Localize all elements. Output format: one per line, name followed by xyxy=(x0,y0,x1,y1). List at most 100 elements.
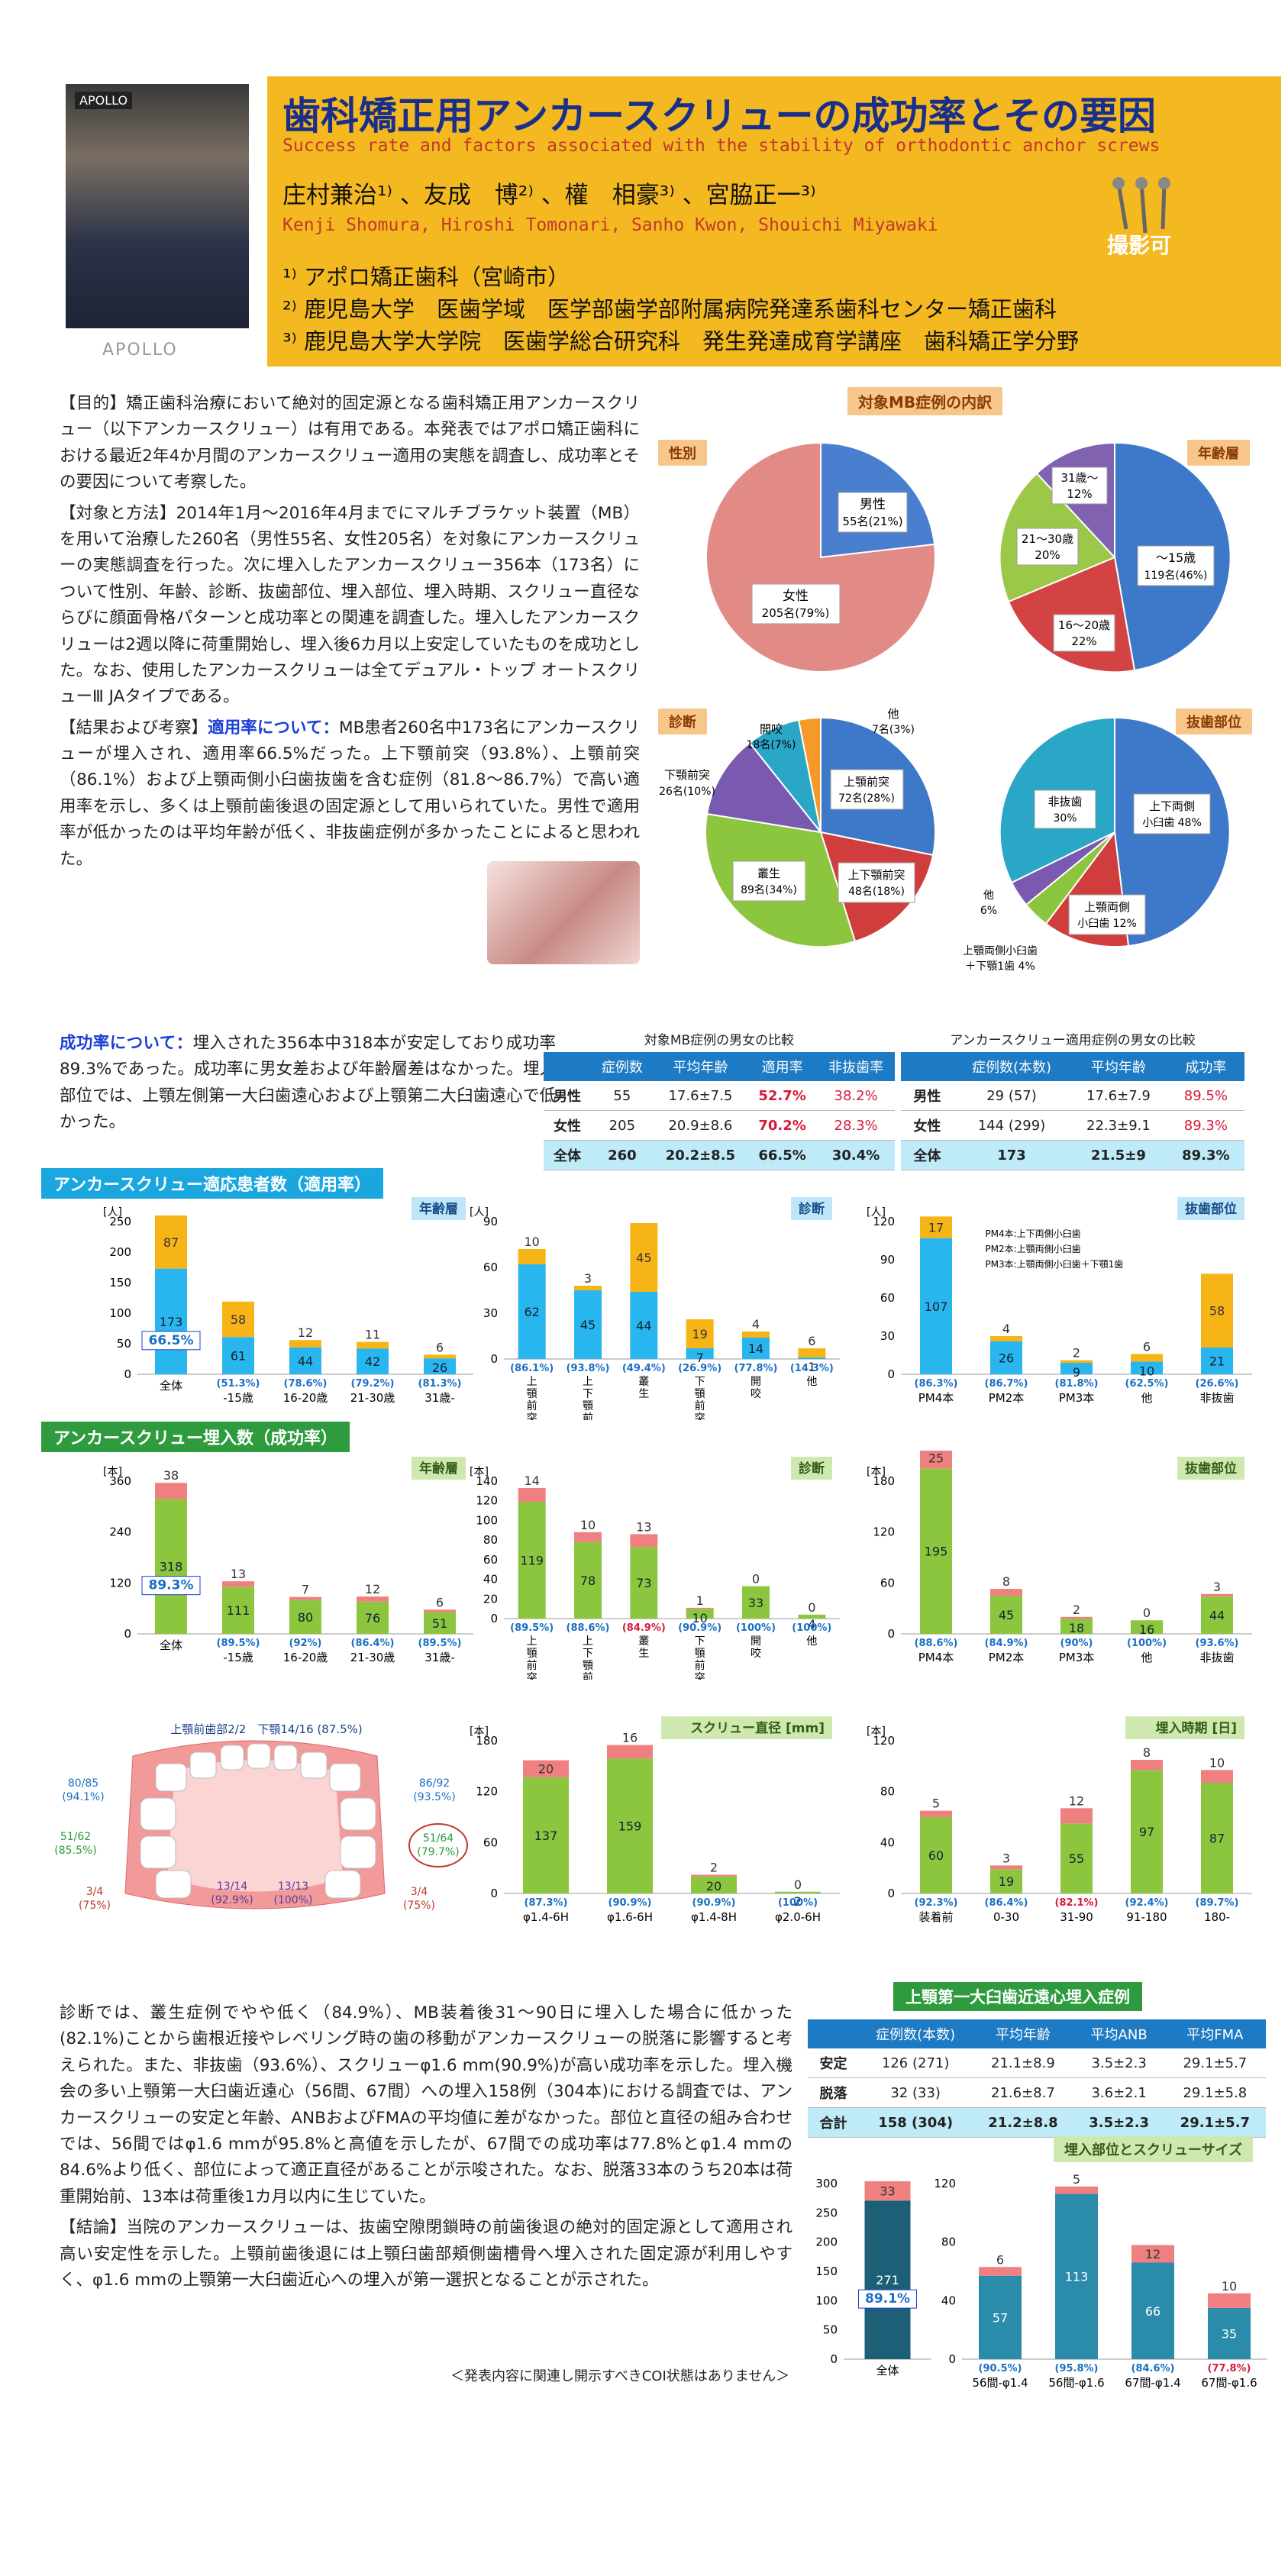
pie-ext-a-t: 上下両側 xyxy=(1149,799,1195,813)
results-body: MB患者260名中173名にアンカースクリューが埋入され、適用率66.5%だった… xyxy=(60,718,640,869)
bar-failure xyxy=(1060,1616,1093,1619)
table-row: 安定 126 (271) 21.1±8.9 3.5±2.3 29.1±5.7 xyxy=(808,2048,1266,2078)
y-tick-label: 120 xyxy=(109,1576,131,1590)
discussion-text: 診断では、叢生症例でやや低く（84.9%）、MB装着後31～90日に埋入した場合… xyxy=(60,2000,792,2298)
bar-top-value: 6 xyxy=(436,1340,444,1354)
rate-label: (100%) xyxy=(792,1622,831,1634)
bar-success xyxy=(518,1502,546,1619)
header-panel: 歯科矯正用アンカースクリューの成功率とその要因 Success rate and… xyxy=(267,76,1281,366)
rate-label: (90.9%) xyxy=(608,1897,652,1909)
bar-failure xyxy=(1060,1808,1093,1824)
table-cell: 女性 xyxy=(901,1110,954,1141)
pie-diag-a-v: 72名(28%) xyxy=(838,792,895,805)
presenter-photo xyxy=(66,84,249,328)
bar-success xyxy=(798,1357,826,1359)
pie-age-d: 31歳～ xyxy=(1060,471,1098,485)
chart-applied-age: 250 200 150 100 50 0 [人] 年齢層 173 87 66.5% 全体 61 58 (51… xyxy=(103,1197,473,1405)
x-tick-label: 前 xyxy=(527,1659,537,1672)
table-cell: 男性 xyxy=(544,1081,591,1111)
bar-failure xyxy=(574,1286,602,1290)
bar-value: 137 xyxy=(534,1829,558,1843)
bar-top-value: 10 xyxy=(524,1235,539,1249)
intraoral-photo xyxy=(487,861,640,964)
bar-failure xyxy=(607,1745,653,1759)
table-header: 平均ANB xyxy=(1073,2019,1164,2048)
table-cell: 21.2±8.8 xyxy=(972,2107,1074,2138)
bar-failure xyxy=(686,1607,714,1609)
bar-failure xyxy=(979,2267,1022,2276)
poster-subtitle: Success rate and factors associated with… xyxy=(282,136,1160,156)
bar-success xyxy=(518,1264,546,1359)
y-tick-label: 90 xyxy=(880,1253,895,1267)
y-tick-label: 0 xyxy=(490,1612,498,1625)
table-header: 平均年齢 xyxy=(972,2019,1074,2048)
bar-failure xyxy=(424,1354,456,1359)
bar-top-value: 2 xyxy=(1073,1603,1080,1617)
pie-diag-b-box xyxy=(838,862,915,903)
pie-age-c-v: 20% xyxy=(1035,548,1060,562)
bar-success xyxy=(1060,1823,1093,1893)
bar-failure xyxy=(518,1488,546,1502)
rate-label: (89.5%) xyxy=(510,1622,554,1634)
rate-box xyxy=(141,1331,201,1351)
bar-value: 80 xyxy=(298,1610,313,1625)
pie-age-a-box xyxy=(1137,545,1215,586)
x-tick-label: 前 xyxy=(695,1399,705,1412)
bar-failure xyxy=(357,1596,389,1602)
bar-top-value: 20 xyxy=(538,1762,554,1777)
bar-value: 26 xyxy=(432,1361,447,1375)
bar-top-value: 8 xyxy=(1002,1574,1010,1589)
x-tick-label: 非抜歯 xyxy=(1199,1391,1234,1405)
bar-top-value: 10 xyxy=(1222,2279,1237,2294)
bar-success xyxy=(630,1547,658,1619)
bar-value: 55 xyxy=(1069,1851,1084,1866)
success-heading: 成功率について： xyxy=(60,1034,193,1053)
table-cell: 144 (299) xyxy=(953,1110,1070,1141)
bar-failure xyxy=(1131,1354,1163,1362)
chart-label: 抜歯部位 xyxy=(1185,1461,1237,1477)
pie-ext-e-t2: 30% xyxy=(1053,812,1077,825)
pie-ext-e-box xyxy=(1034,789,1096,829)
pie-ext-b-t2: 小臼歯 12% xyxy=(1077,918,1137,930)
x-tick-label: PM3本 xyxy=(1059,1391,1095,1405)
rate-label: (86.4%) xyxy=(351,1638,395,1649)
pie-diag-d-v: 26名(10%) xyxy=(659,786,715,798)
bar-value: 26 xyxy=(999,1351,1014,1365)
bar-failure xyxy=(1055,2186,1098,2194)
table-row: 女性 144 (299) 22.3±9.1 89.3% xyxy=(901,1110,1244,1141)
y-tick-label: 100 xyxy=(109,1306,131,1320)
site-chart-label: 埋入部位とスクリューサイズ xyxy=(1054,2136,1254,2162)
pie-diag-e-v: 18名(7%) xyxy=(747,739,796,751)
chart-label: 診断 xyxy=(799,1201,825,1217)
pie-age-d-v: 12% xyxy=(1067,487,1092,501)
bar-value: 14 xyxy=(748,1341,763,1356)
pie-diag-c-box xyxy=(732,860,806,902)
table1: 症例数 平均年齢 適用率 非抜歯率 男性 55 17.6±7.5 52.7% 38.2% 女性 20… xyxy=(544,1052,895,1170)
y-tick-label: 200 xyxy=(815,2235,838,2249)
pie-age-d-box xyxy=(1051,466,1108,505)
rate-label: (89.5%) xyxy=(217,1638,260,1649)
table-cell: 205 xyxy=(590,1110,654,1141)
rate-label: (86.4%) xyxy=(985,1897,1028,1909)
bar-success xyxy=(742,1586,770,1619)
x-tick-label: 顎 xyxy=(695,1388,705,1400)
x-tick-label: 下 xyxy=(695,1635,705,1648)
y-tick-label: 30 xyxy=(483,1306,498,1320)
bar-failure xyxy=(222,1581,254,1587)
bar-failure xyxy=(155,1483,187,1499)
affiliation-1: ¹⁾ アポロ矯正歯科（宮崎市） xyxy=(282,264,570,290)
bar-success xyxy=(686,1609,714,1619)
tooth-l4r: (92.9%) xyxy=(211,1894,253,1906)
x-tick-label: 開 xyxy=(751,1376,761,1388)
x-tick-label: PM4本 xyxy=(918,1651,954,1664)
bar-top-value: 6 xyxy=(436,1595,444,1609)
screw-icon xyxy=(1103,176,1187,260)
table-row: 脱落 32 (33) 21.6±8.7 3.6±2.1 29.1±5.8 xyxy=(808,2077,1266,2108)
rate-label: 66.5% xyxy=(149,1333,194,1348)
x-tick-label: 上 xyxy=(583,1635,593,1648)
bar-top-value: 3 xyxy=(1213,1580,1221,1594)
table-row: 全体 173 21.5±9 89.3% xyxy=(901,1140,1244,1170)
y-tick-label: 0 xyxy=(490,1887,498,1900)
chart-label: 埋入時期 [日] xyxy=(1156,1720,1237,1736)
bar-success xyxy=(574,1290,602,1359)
